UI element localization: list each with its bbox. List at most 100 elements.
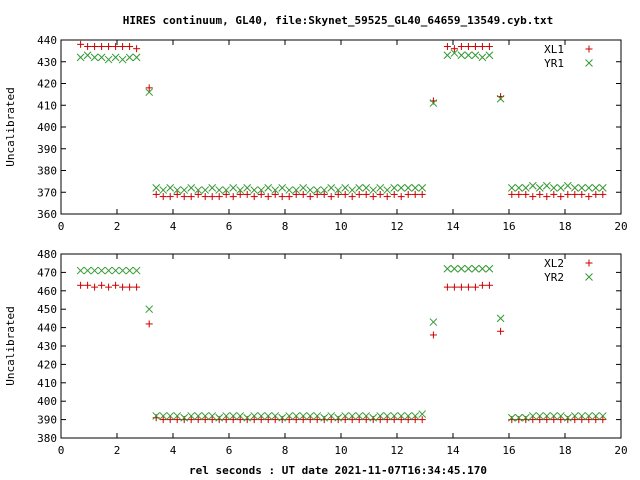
data-point-XL2 [119, 283, 127, 291]
legend-label-XL1: XL1 [544, 43, 564, 56]
data-point-YR1 [549, 184, 558, 192]
data-point-XL2 [471, 283, 479, 291]
data-point-YR1 [111, 53, 120, 62]
data-point-XL1 [201, 193, 209, 201]
data-point-YR1 [173, 186, 182, 194]
data-point-XL2 [355, 416, 363, 424]
y-tick-label: 470 [37, 266, 57, 279]
data-point-YR1 [271, 186, 280, 194]
data-point-XL2 [497, 327, 505, 335]
data-point-XL1 [320, 190, 328, 198]
data-point-YR1 [418, 184, 427, 192]
bottom-panel: 0 2 4 6 8 10 12 14 16 18 20 380 390 400 410 420 430 440 45… [4, 248, 628, 457]
data-point-XL1 [180, 193, 188, 201]
series-YR2 [76, 264, 607, 422]
data-point-YR2 [404, 412, 413, 420]
top-panel: 0 2 4 6 8 10 12 14 16 18 20 360 370 380 390 400 410 420 43… [4, 34, 628, 233]
legend-marker-YR1 [585, 59, 593, 67]
data-point-XL1 [348, 193, 356, 201]
data-point-XL2 [390, 416, 398, 424]
data-point-YR1 [355, 184, 364, 192]
data-point-YR2 [159, 412, 168, 420]
data-point-XL2 [599, 416, 607, 424]
data-point-YR1 [125, 53, 134, 62]
data-point-YR1 [450, 49, 459, 57]
x-tick-label: 4 [170, 220, 177, 233]
x-tick-label: 12 [390, 220, 403, 233]
data-point-YR2 [418, 410, 427, 418]
data-point-XL2 [77, 281, 85, 289]
plot-frame [60, 253, 622, 439]
data-point-XL2 [418, 416, 426, 424]
data-point-YR2 [222, 412, 231, 420]
data-point-XL2 [362, 416, 370, 424]
data-point-YR1 [104, 55, 113, 64]
data-point-XL1 [418, 190, 426, 198]
data-point-YR1 [429, 99, 438, 107]
data-point-XL2 [257, 416, 265, 424]
series-XL1 [77, 40, 607, 201]
series-YR1 [76, 49, 607, 194]
data-point-XL2 [250, 416, 258, 424]
data-point-YR2 [411, 412, 420, 420]
data-point-YR2 [450, 264, 459, 273]
data-point-XL1 [173, 190, 181, 198]
data-point-YR1 [457, 51, 466, 60]
data-point-YR1 [313, 186, 322, 194]
data-point-XL1 [585, 193, 593, 201]
data-point-YR2 [334, 413, 343, 422]
data-point-XL1 [243, 190, 251, 198]
x-tick-label: 6 [226, 220, 233, 233]
y-tick-label: 370 [37, 186, 57, 199]
data-point-YR1 [222, 186, 231, 194]
y-tick-label: 400 [37, 395, 57, 408]
data-point-XL1 [390, 190, 398, 198]
x-tick-label: 8 [282, 444, 289, 457]
data-point-YR1 [376, 184, 385, 192]
data-point-XL2 [208, 416, 216, 424]
y-tick-label: 440 [37, 322, 57, 335]
data-point-YR2 [577, 412, 586, 420]
data-point-YR1 [577, 184, 586, 192]
data-point-XL2 [571, 416, 579, 424]
data-point-XL2 [236, 416, 244, 424]
data-point-XL1 [133, 45, 141, 53]
x-tick-label: 14 [446, 444, 460, 457]
data-point-XL1 [159, 193, 167, 201]
x-tick-label: 2 [114, 444, 121, 457]
data-point-YR1 [383, 186, 392, 194]
data-point-YR2 [208, 412, 217, 420]
data-point-XL2 [91, 283, 99, 291]
x-tick-label: 20 [614, 220, 627, 233]
data-point-YR2 [145, 305, 154, 314]
data-point-XL1 [464, 43, 472, 51]
data-point-YR2 [313, 412, 322, 420]
data-point-XL2 [222, 416, 230, 424]
data-point-YR1 [118, 55, 127, 64]
data-point-YR1 [521, 184, 530, 192]
data-point-YR2 [556, 412, 565, 420]
data-point-XL1 [152, 190, 160, 198]
data-point-YR2 [507, 413, 516, 422]
data-point-XL2 [443, 283, 451, 291]
data-point-YR1 [306, 186, 315, 194]
data-point-YR1 [187, 184, 196, 192]
data-point-XL1 [292, 190, 300, 198]
x-tick-label: 0 [58, 444, 65, 457]
data-point-XL1 [105, 43, 113, 51]
y-tick-label: 380 [37, 165, 57, 178]
data-point-XL1 [222, 190, 230, 198]
x-tick-label: 18 [558, 220, 571, 233]
data-point-YR1 [299, 184, 308, 192]
data-point-XL2 [464, 283, 472, 291]
data-point-XL1 [271, 190, 279, 198]
data-point-XL1 [187, 193, 195, 201]
data-point-YR1 [194, 186, 203, 194]
data-point-XL1 [450, 45, 458, 53]
data-point-YR1 [334, 186, 343, 194]
x-tick-label: 18 [558, 444, 571, 457]
data-point-YR2 [376, 412, 385, 420]
data-point-XL2 [543, 416, 551, 424]
data-point-XL1 [313, 190, 321, 198]
data-point-YR1 [464, 51, 473, 60]
